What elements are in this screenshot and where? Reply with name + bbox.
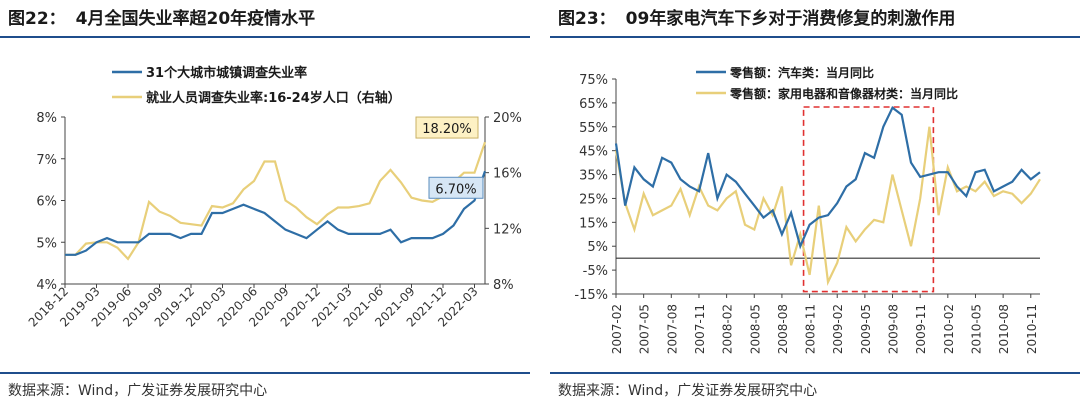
- left-y-tick-label: 4%: [36, 278, 57, 293]
- legend-label: 31个大城市城镇调查失业率: [146, 65, 307, 81]
- left-figure-title-text: 4月全国失业率超20年疫情水平: [75, 9, 316, 29]
- y-tick-label: 35%: [579, 169, 608, 184]
- x-tick-label: 2008-11: [804, 304, 818, 354]
- left-y-tick-label: 8%: [36, 111, 57, 126]
- y-tick-label: -5%: [583, 264, 608, 279]
- x-tick-label: 2008-08: [776, 304, 790, 354]
- youth-callout-box: [415, 116, 479, 139]
- y-tick-label: 55%: [579, 121, 608, 136]
- legend-label: 零售额：汽车类：当月同比: [729, 65, 874, 80]
- left-figure-panel: 图22： 4月全国失业率超20年疫情水平 4% 5% 6% 7% 8% 8% 12% 16% 20…: [0, 0, 530, 414]
- youth-callout-label: 18.20%: [422, 122, 472, 137]
- appliance-sales-line: [614, 126, 1041, 286]
- x-tick-label: 2007-05: [638, 304, 652, 354]
- retail-sales-chart: -15% -5% 5% 15% 25% 35% 45% 55% 65% 75% 2007-02 200…: [574, 65, 1041, 354]
- right-y-tick-label: 8%: [493, 278, 514, 293]
- urban-callout-label: 6.70%: [435, 182, 476, 197]
- x-tick-label: 2010-02: [942, 304, 956, 354]
- left-title-rule: [0, 36, 530, 38]
- legend-label: 就业人员调查失业率:16-24岁人口（右轴）: [146, 90, 401, 106]
- stimulus-period-highlight-box: [802, 106, 935, 293]
- right-title-rule: [550, 36, 1080, 38]
- right-source-note: 数据来源：Wind，广发证券发展研究中心: [558, 383, 818, 399]
- right-figure-panel: 图23： 09年家电汽车下乡对于消费修复的刺激作用 -15% -5% 5% 15% 25%…: [550, 0, 1080, 414]
- right-figure-title-text: 09年家电汽车下乡对于消费修复的刺激作用: [625, 9, 956, 29]
- urban-callout-box: [428, 176, 484, 199]
- x-tick-label: 2007-11: [693, 304, 707, 354]
- right-y-tick-label: 12%: [493, 222, 522, 237]
- left-y-tick-label: 5%: [36, 236, 57, 251]
- left-source-rule: [0, 372, 530, 374]
- x-tick-label: 2007-02: [610, 304, 624, 354]
- auto-sales-line: [614, 106, 1041, 250]
- y-tick-label: 15%: [579, 216, 608, 231]
- x-tick-label: 2009-08: [887, 304, 901, 354]
- y-tick-label: 65%: [579, 97, 608, 112]
- right-figure-title: 图23： 09年家电汽车下乡对于消费修复的刺激作用: [558, 4, 955, 34]
- x-tick-label: 2007-08: [665, 304, 679, 354]
- unemployment-chart: 4%5%6%7%8%8%12%16%20%2018-122019-032019-…: [26, 65, 522, 330]
- y-tick-label: 5%: [587, 240, 608, 255]
- y-tick-label: -15%: [574, 288, 608, 303]
- x-tick-label: 2010-05: [969, 304, 983, 354]
- y-tick-label: 25%: [579, 192, 608, 207]
- x-tick-label: 2010-08: [997, 304, 1011, 354]
- x-tick-label: 2009-02: [831, 304, 845, 354]
- y-tick-label: 45%: [579, 145, 608, 160]
- urban-unemployment-line: [65, 170, 487, 256]
- x-tick-label: 2009-05: [859, 304, 873, 354]
- right-y-tick-label: 20%: [493, 111, 522, 126]
- x-tick-label: 2010-11: [1025, 304, 1039, 354]
- left-figure-number: 图22：: [8, 9, 66, 29]
- right-y-tick-label: 16%: [493, 167, 522, 182]
- right-figure-number: 图23：: [558, 9, 616, 29]
- right-source-rule: [550, 372, 1080, 374]
- x-tick-label: 2008-02: [721, 304, 735, 354]
- x-tick-label: 2009-11: [914, 304, 928, 354]
- left-y-tick-label: 6%: [36, 195, 57, 210]
- y-tick-label: 75%: [579, 73, 608, 88]
- left-figure-title: 图22： 4月全国失业率超20年疫情水平: [8, 4, 315, 34]
- youth-unemployment-line: [65, 141, 487, 261]
- left-source-note: 数据来源：Wind，广发证券发展研究中心: [8, 383, 268, 399]
- left-y-tick-label: 7%: [36, 153, 57, 168]
- x-tick-label: 2008-05: [748, 304, 762, 354]
- legend-label: 零售额：家用电器和音像器材类：当月同比: [729, 86, 958, 101]
